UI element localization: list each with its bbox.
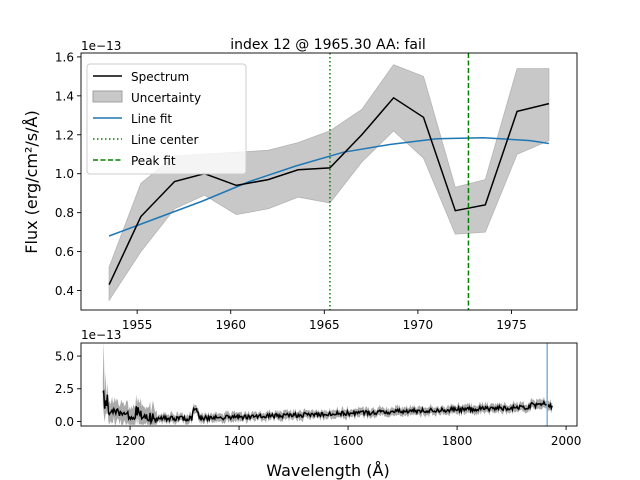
legend-uncertainty-swatch [92,90,123,103]
bottom-plot-frame [80,342,578,427]
legend-frame [86,63,247,175]
legend-spectrum-label: Spectrum [131,70,189,84]
bottom-panel: 1e−13 1200 1400 1600 1800 2000 0.0 2.5 5.0 Wav… [55,328,581,480]
top-y-tick-label: 1.2 [55,128,74,142]
bottom-y-tick-label: 0.0 [55,415,74,429]
bottom-x-ticks: 1200 1400 1600 1800 2000 [115,426,582,448]
legend: Spectrum Uncertainty Line fit Line cente… [86,63,247,175]
top-plot-frame [80,52,578,311]
bottom-y-ticks: 0.0 2.5 5.0 [55,350,81,429]
top-x-tick-label: 1965 [309,318,340,332]
top-x-tick-label: 1960 [215,318,246,332]
top-offset-label: 1e−13 [81,39,121,53]
top-panel: index 12 @ 1965.30 AA: fail 1e−13 Flux (… [22,37,578,332]
top-x-tick-label: 1975 [496,318,527,332]
top-x-tick-label: 1955 [122,318,153,332]
overview-uncertainty-band [102,343,553,425]
top-y-tick-label: 1.4 [55,89,74,103]
bottom-y-tick-label: 5.0 [55,350,74,364]
legend-linefit-label: Line fit [131,112,172,126]
spectrum-line [108,96,550,286]
bottom-x-tick-label: 1800 [442,434,473,448]
overview-spectrum-line [102,389,553,426]
top-y-tick-label: 0.6 [55,245,74,259]
bottom-x-tick-label: 2000 [551,434,582,448]
top-x-tick-label: 1970 [403,318,434,332]
top-y-tick-label: 0.4 [55,284,74,298]
top-x-ticks: 1955 1960 1965 1970 1975 [122,310,527,332]
line-fit-curve [108,136,550,237]
bottom-x-tick-label: 1400 [224,434,255,448]
legend-uncertainty-label: Uncertainty [131,91,201,105]
top-y-ticks: 0.4 0.6 0.8 1.0 1.2 1.4 1.6 [55,50,81,298]
top-ylabel: Flux (erg/cm²/s/Å) [22,110,41,253]
legend-linecenter-label: Line center [131,133,198,147]
top-title: index 12 @ 1965.30 AA: fail [230,37,426,53]
bottom-offset-label: 1e−13 [81,328,121,342]
uncertainty-band [108,64,550,302]
legend-peakfit-label: Peak fit [131,154,176,168]
top-y-tick-label: 1.6 [55,50,74,64]
bottom-x-tick-label: 1200 [115,434,146,448]
bottom-x-tick-label: 1600 [333,434,364,448]
bottom-xlabel: Wavelength (Å) [266,461,389,480]
top-y-tick-label: 0.8 [55,206,74,220]
top-y-tick-label: 1.0 [55,167,74,181]
bottom-y-tick-label: 2.5 [55,382,74,396]
